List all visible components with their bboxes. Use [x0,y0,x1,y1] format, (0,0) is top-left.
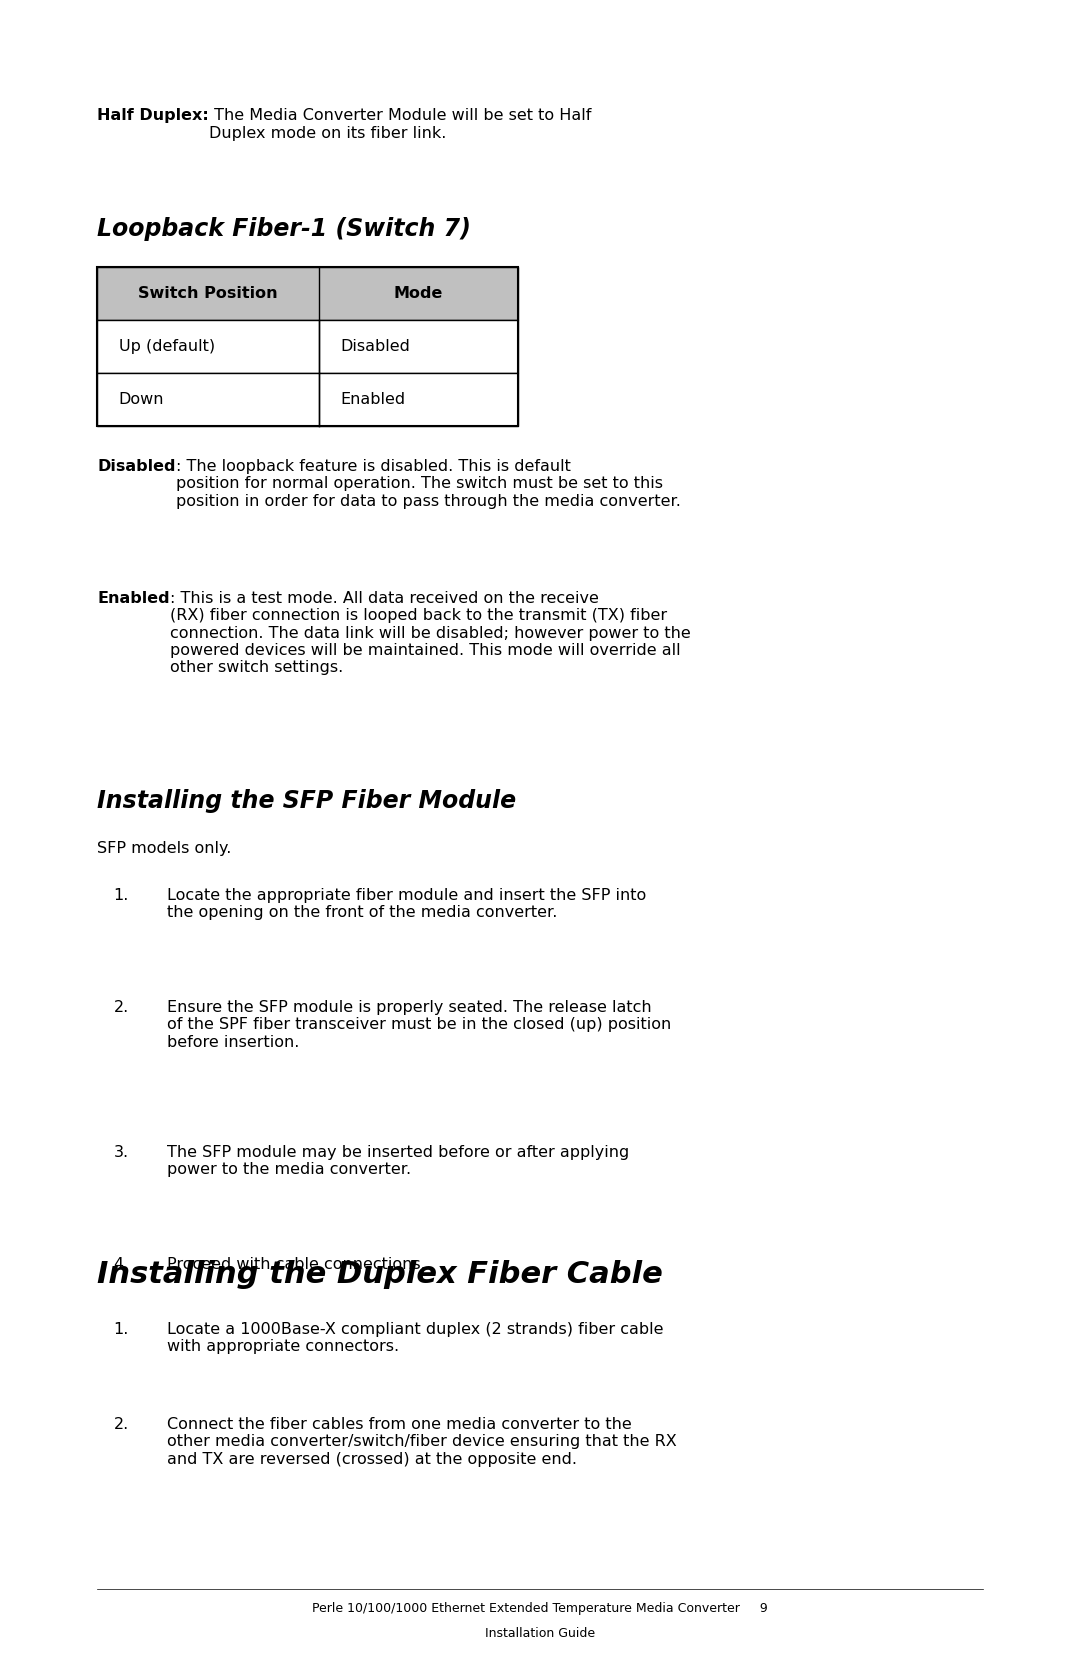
Text: Proceed with cable connections.: Proceed with cable connections. [167,1257,427,1272]
FancyBboxPatch shape [97,320,518,372]
FancyBboxPatch shape [97,372,518,426]
Text: Half Duplex:: Half Duplex: [97,108,208,124]
Text: Switch Position: Switch Position [138,285,278,300]
Text: Installing the Duplex Fiber Cable: Installing the Duplex Fiber Cable [97,1260,663,1288]
Text: 2.: 2. [113,1417,129,1432]
Text: : This is a test mode. All data received on the receive
(RX) fiber connection is: : This is a test mode. All data received… [170,591,690,676]
Text: Locate a 1000Base-X compliant duplex (2 strands) fiber cable
with appropriate co: Locate a 1000Base-X compliant duplex (2 … [167,1322,664,1354]
Text: 1.: 1. [113,1322,129,1337]
Text: 1.: 1. [113,888,129,903]
Text: 4.: 4. [113,1257,129,1272]
Text: Locate the appropriate fiber module and insert the SFP into
the opening on the f: Locate the appropriate fiber module and … [167,888,647,920]
Text: Perle 10/100/1000 Ethernet Extended Temperature Media Converter     9: Perle 10/100/1000 Ethernet Extended Temp… [312,1602,768,1616]
Text: Disabled: Disabled [97,459,176,474]
Text: SFP models only.: SFP models only. [97,841,231,856]
Text: Mode: Mode [394,285,443,300]
Text: Enabled: Enabled [97,591,170,606]
Text: Disabled: Disabled [340,339,410,354]
Text: Ensure the SFP module is properly seated. The release latch
of the SPF fiber tra: Ensure the SFP module is properly seated… [167,1000,672,1050]
Text: 2.: 2. [113,1000,129,1015]
Text: Enabled: Enabled [340,392,405,407]
Text: : The loopback feature is disabled. This is default
position for normal operatio: : The loopback feature is disabled. This… [176,459,680,509]
Text: The Media Converter Module will be set to Half
Duplex mode on its fiber link.: The Media Converter Module will be set t… [208,108,592,140]
Text: Up (default): Up (default) [119,339,215,354]
Text: Installing the SFP Fiber Module: Installing the SFP Fiber Module [97,789,516,813]
FancyBboxPatch shape [97,267,518,320]
Text: 3.: 3. [113,1145,129,1160]
Text: Connect the fiber cables from one media converter to the
other media converter/s: Connect the fiber cables from one media … [167,1417,677,1467]
Text: Installation Guide: Installation Guide [485,1627,595,1641]
Text: Down: Down [119,392,164,407]
Text: The SFP module may be inserted before or after applying
power to the media conve: The SFP module may be inserted before or… [167,1145,630,1177]
Text: Loopback Fiber-1 (Switch 7): Loopback Fiber-1 (Switch 7) [97,217,471,240]
